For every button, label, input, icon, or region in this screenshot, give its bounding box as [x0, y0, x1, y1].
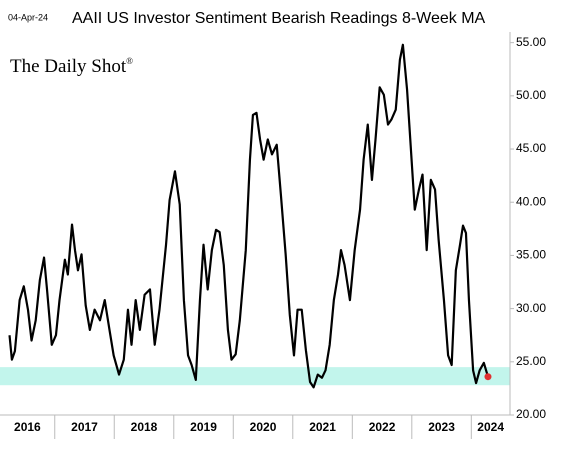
- plot: 20.00 25.00 30.00 35.00 40.00 45.00 50.00 55.00…: [0, 32, 546, 439]
- x-tick-label: 2022: [369, 420, 396, 434]
- y-tick-label: 40.00: [516, 194, 546, 208]
- x-tick-label: 2021: [309, 420, 336, 434]
- x-tick-label: 2016: [14, 420, 41, 434]
- x-tick-label: 2023: [428, 420, 455, 434]
- y-tick-label: 25.00: [516, 354, 546, 368]
- source-mark: ®: [126, 56, 133, 66]
- source-name: The Daily Shot: [10, 56, 127, 77]
- date: 04-Apr-24: [8, 12, 48, 22]
- y-tick-label: 50.00: [516, 88, 546, 102]
- y-tick-label: 20.00: [516, 407, 546, 421]
- data-line: [8, 43, 490, 389]
- y-tick-label: 45.00: [516, 141, 546, 155]
- highlight-band: [0, 367, 510, 386]
- y-tick-label: 55.00: [516, 35, 546, 49]
- x-tick-label: 2017: [71, 420, 98, 434]
- y-tick-label: 35.00: [516, 248, 546, 262]
- x-tick-label: 2019: [190, 420, 217, 434]
- last-point: [484, 373, 492, 381]
- source-logo: The Daily Shot®: [10, 56, 133, 77]
- chart-title: AAII US Investor Sentiment Bearish Readi…: [72, 10, 486, 27]
- y-tick-label: 30.00: [516, 301, 546, 315]
- x-tick-label: 2024: [477, 420, 504, 434]
- x-tick-label: 2020: [250, 420, 277, 434]
- x-tick-label: 2018: [131, 420, 158, 434]
